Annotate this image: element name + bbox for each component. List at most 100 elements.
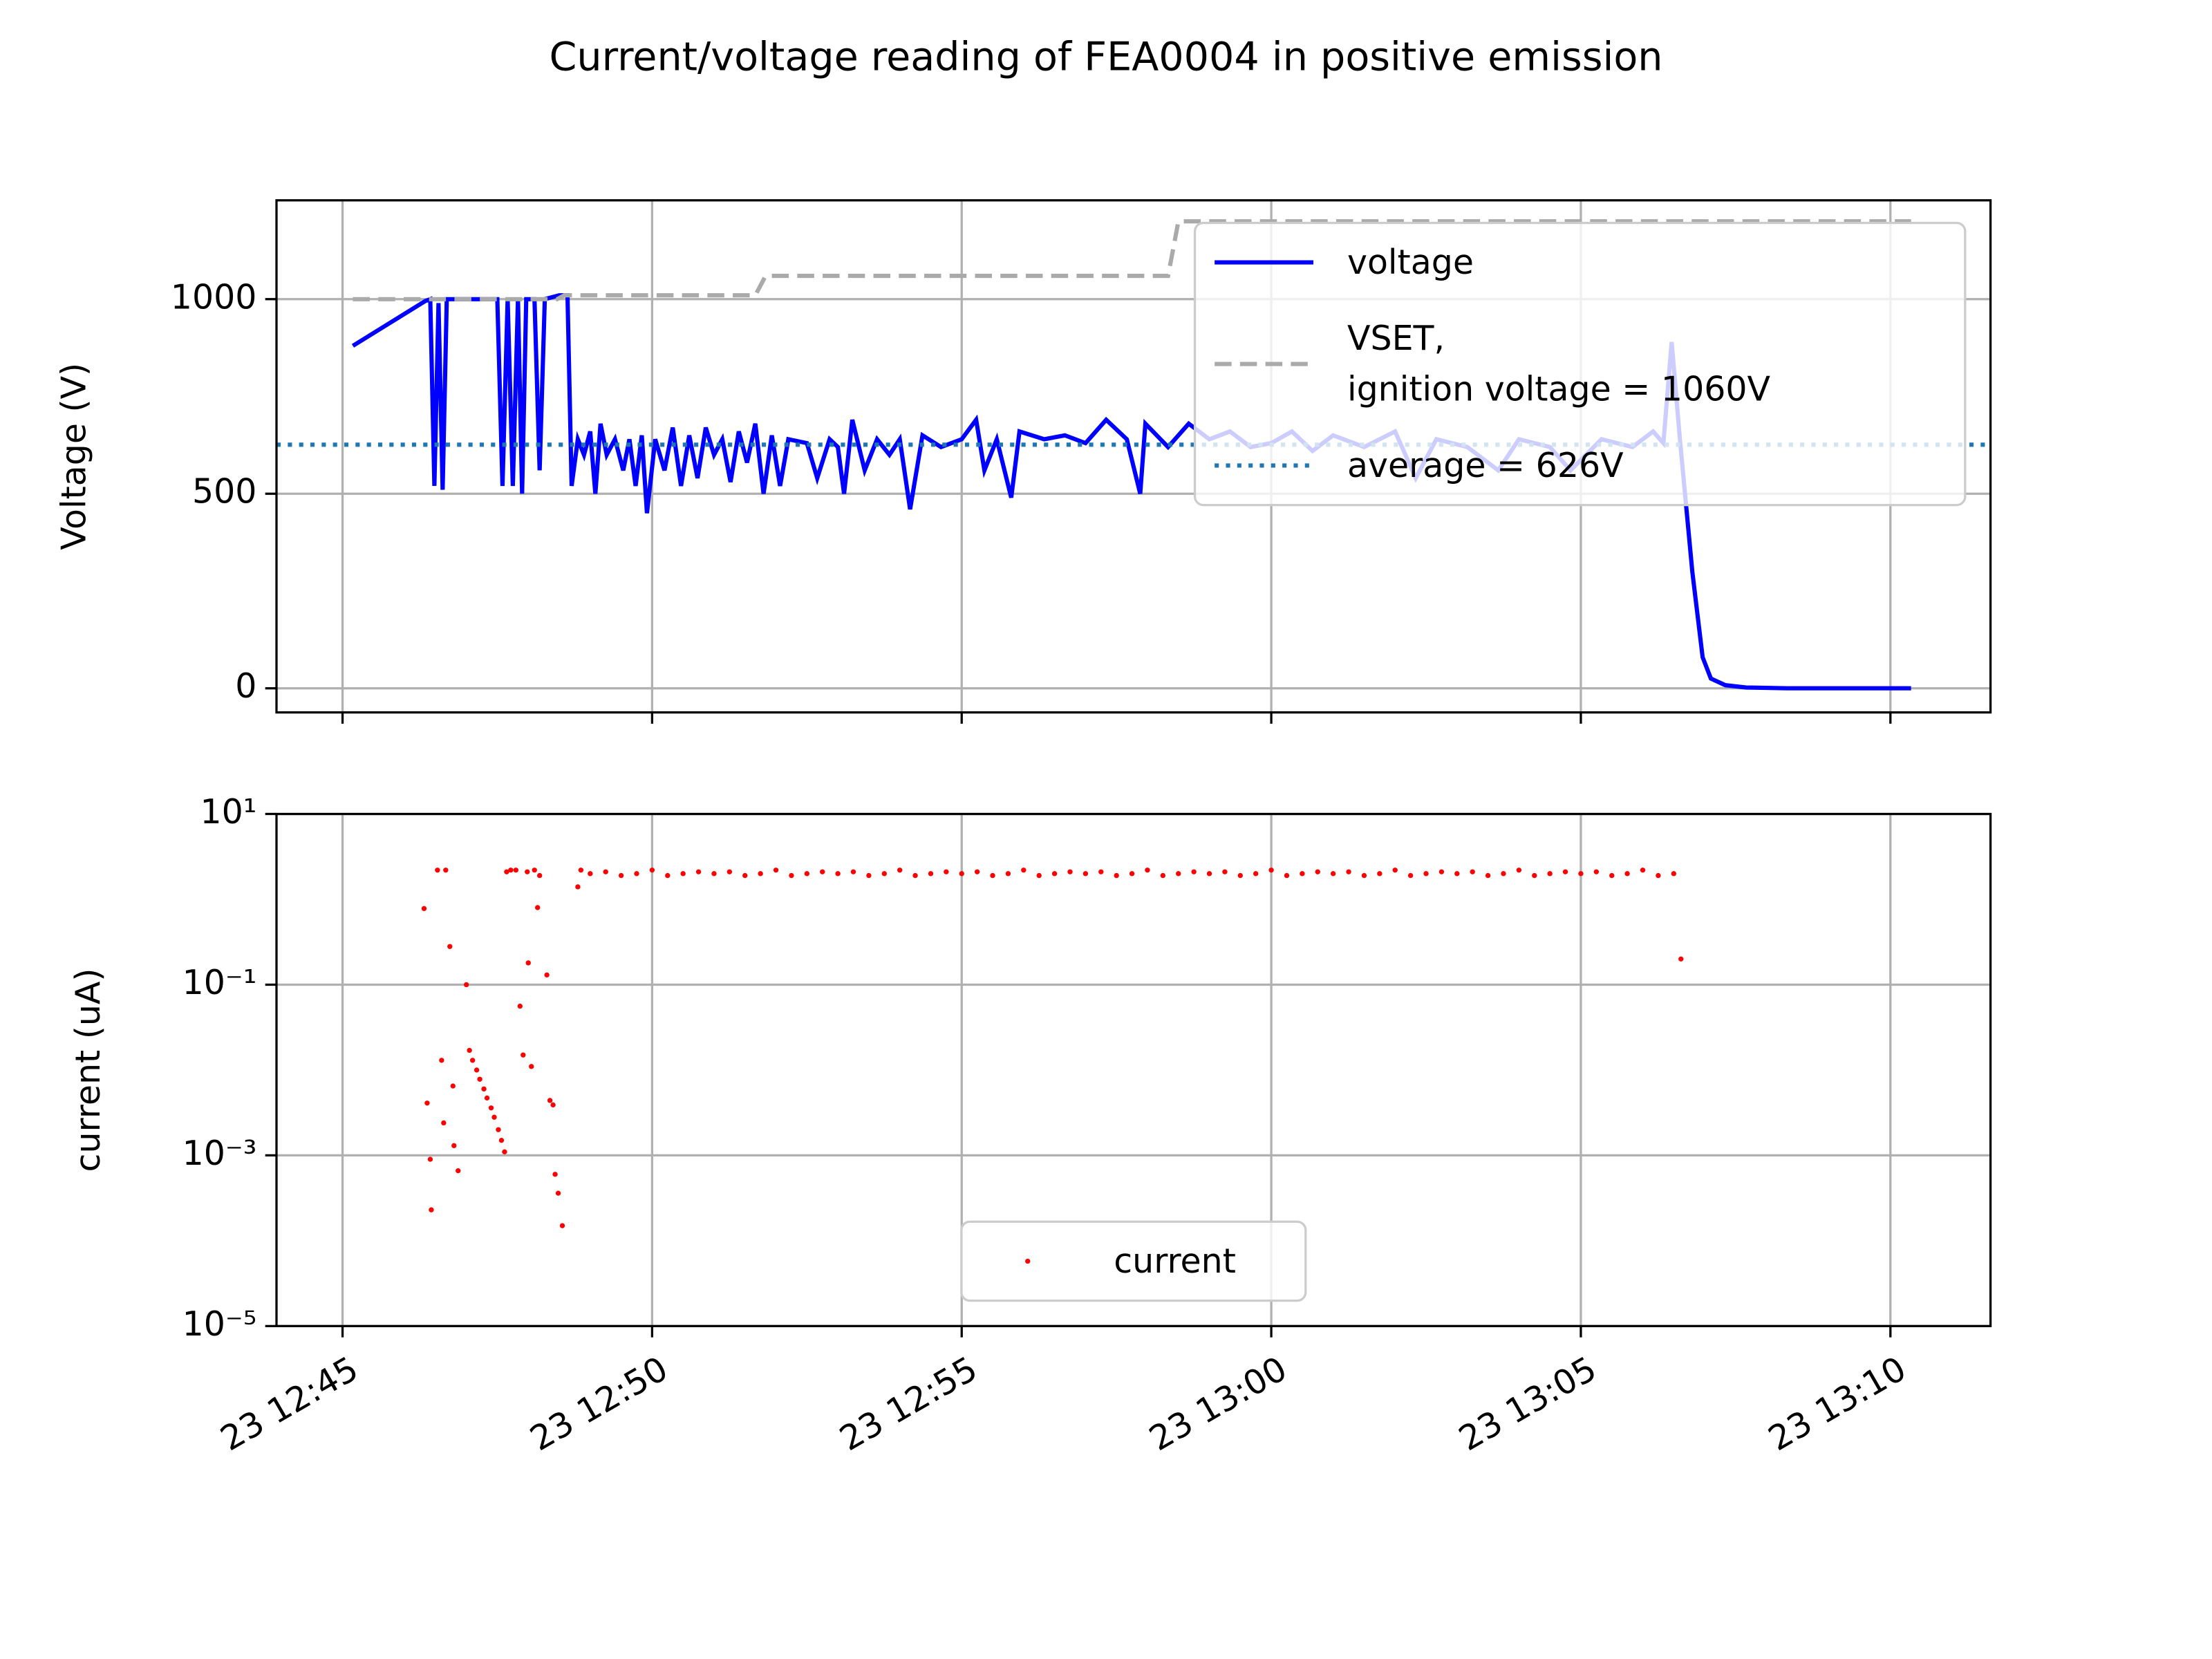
data-point (521, 1052, 526, 1058)
data-point (469, 1058, 476, 1063)
data-point (1532, 872, 1537, 879)
data-point (421, 906, 427, 912)
data-point (488, 1105, 494, 1111)
data-point (535, 905, 541, 910)
data-point (1176, 871, 1181, 877)
data-point (1330, 871, 1336, 877)
data-point (1678, 956, 1684, 962)
data-point (441, 1120, 447, 1126)
data-point (544, 972, 550, 978)
data-point (850, 869, 856, 874)
legend-label: current (1114, 1241, 1236, 1282)
data-point (517, 1003, 523, 1009)
data-point (1624, 871, 1630, 877)
data-point (550, 1102, 556, 1108)
data-point (789, 872, 794, 879)
data-line (353, 219, 1911, 301)
data-point (835, 871, 841, 877)
data-point (1082, 871, 1089, 877)
legend-label: average = 626V (1347, 445, 1624, 486)
y-axis-label: current (uA) (68, 968, 108, 1172)
y-axis-label: Voltage (V) (55, 363, 94, 550)
data-point (447, 944, 453, 949)
data-point (959, 871, 964, 877)
data-point (491, 1114, 497, 1120)
data-point (1114, 872, 1119, 879)
data-point (1005, 871, 1011, 877)
data-point (508, 868, 514, 873)
data-point (477, 1076, 482, 1082)
data-point (1377, 871, 1382, 877)
y-tick-label: 1000 (171, 277, 257, 317)
data-point (555, 1190, 561, 1196)
y-tick-label: 10⁻⁵ (182, 1304, 257, 1344)
data-point (944, 869, 949, 874)
data-point (429, 1207, 434, 1212)
data-point (1021, 868, 1027, 873)
data-point (1253, 871, 1259, 877)
data-point (1284, 872, 1290, 879)
data-point (532, 868, 537, 873)
plot-area (421, 868, 1684, 1228)
data-point (1145, 868, 1150, 873)
legend-box (1193, 221, 1967, 507)
legend-label: VSET, ignition voltage = 1060V (1347, 319, 1771, 409)
data-point (603, 869, 608, 874)
data-point (866, 872, 872, 879)
data-point (1206, 871, 1212, 877)
data-point (1361, 872, 1367, 879)
data-point (758, 871, 763, 877)
data-point (1407, 872, 1414, 879)
data-point (496, 1127, 501, 1132)
data-point (1268, 868, 1274, 873)
data-point (1036, 872, 1042, 879)
data-point (634, 871, 639, 877)
data-point (578, 868, 584, 873)
data-point (513, 868, 519, 873)
legend-label-box: current (1114, 1241, 1236, 1282)
data-point (1315, 869, 1320, 874)
data-point (1501, 871, 1506, 877)
data-point (1067, 869, 1073, 874)
data-point (1609, 872, 1615, 879)
data-point (680, 871, 686, 877)
data-point (711, 871, 717, 877)
data-point (727, 869, 733, 874)
data-point (504, 869, 509, 874)
y-tick-label: 10¹ (200, 792, 256, 832)
data-point (1640, 868, 1646, 873)
y-tick-label: 0 (235, 666, 256, 706)
data-point (1300, 871, 1305, 877)
data-point (912, 872, 918, 879)
data-point (665, 872, 671, 879)
data-point (618, 872, 624, 879)
data-point (547, 1098, 553, 1103)
data-point (467, 1047, 472, 1053)
data-point (1237, 872, 1243, 879)
data-point (1222, 869, 1228, 874)
data-point (1438, 869, 1445, 874)
data-point (1671, 871, 1676, 877)
data-point (1485, 872, 1491, 879)
data-point (502, 1149, 507, 1154)
data-point (1098, 869, 1104, 874)
y-tick-label: 10⁻¹ (182, 963, 257, 1002)
data-point (1392, 868, 1398, 873)
data-point (424, 1100, 430, 1106)
data-point (435, 868, 440, 873)
data-point (1454, 871, 1460, 877)
data-point (525, 869, 530, 874)
data-point (525, 960, 531, 966)
data-point (1562, 869, 1568, 874)
data-point (1129, 871, 1135, 877)
data-point (451, 1143, 457, 1149)
legend-box (960, 1220, 1307, 1302)
figure-title: Current/voltage reading of FEA0004 in po… (550, 34, 1663, 79)
data-point (1593, 869, 1600, 874)
y-tick-label: 10⁻³ (182, 1134, 257, 1173)
data-point (742, 872, 748, 879)
data-point (695, 869, 702, 874)
data-point (464, 982, 469, 988)
